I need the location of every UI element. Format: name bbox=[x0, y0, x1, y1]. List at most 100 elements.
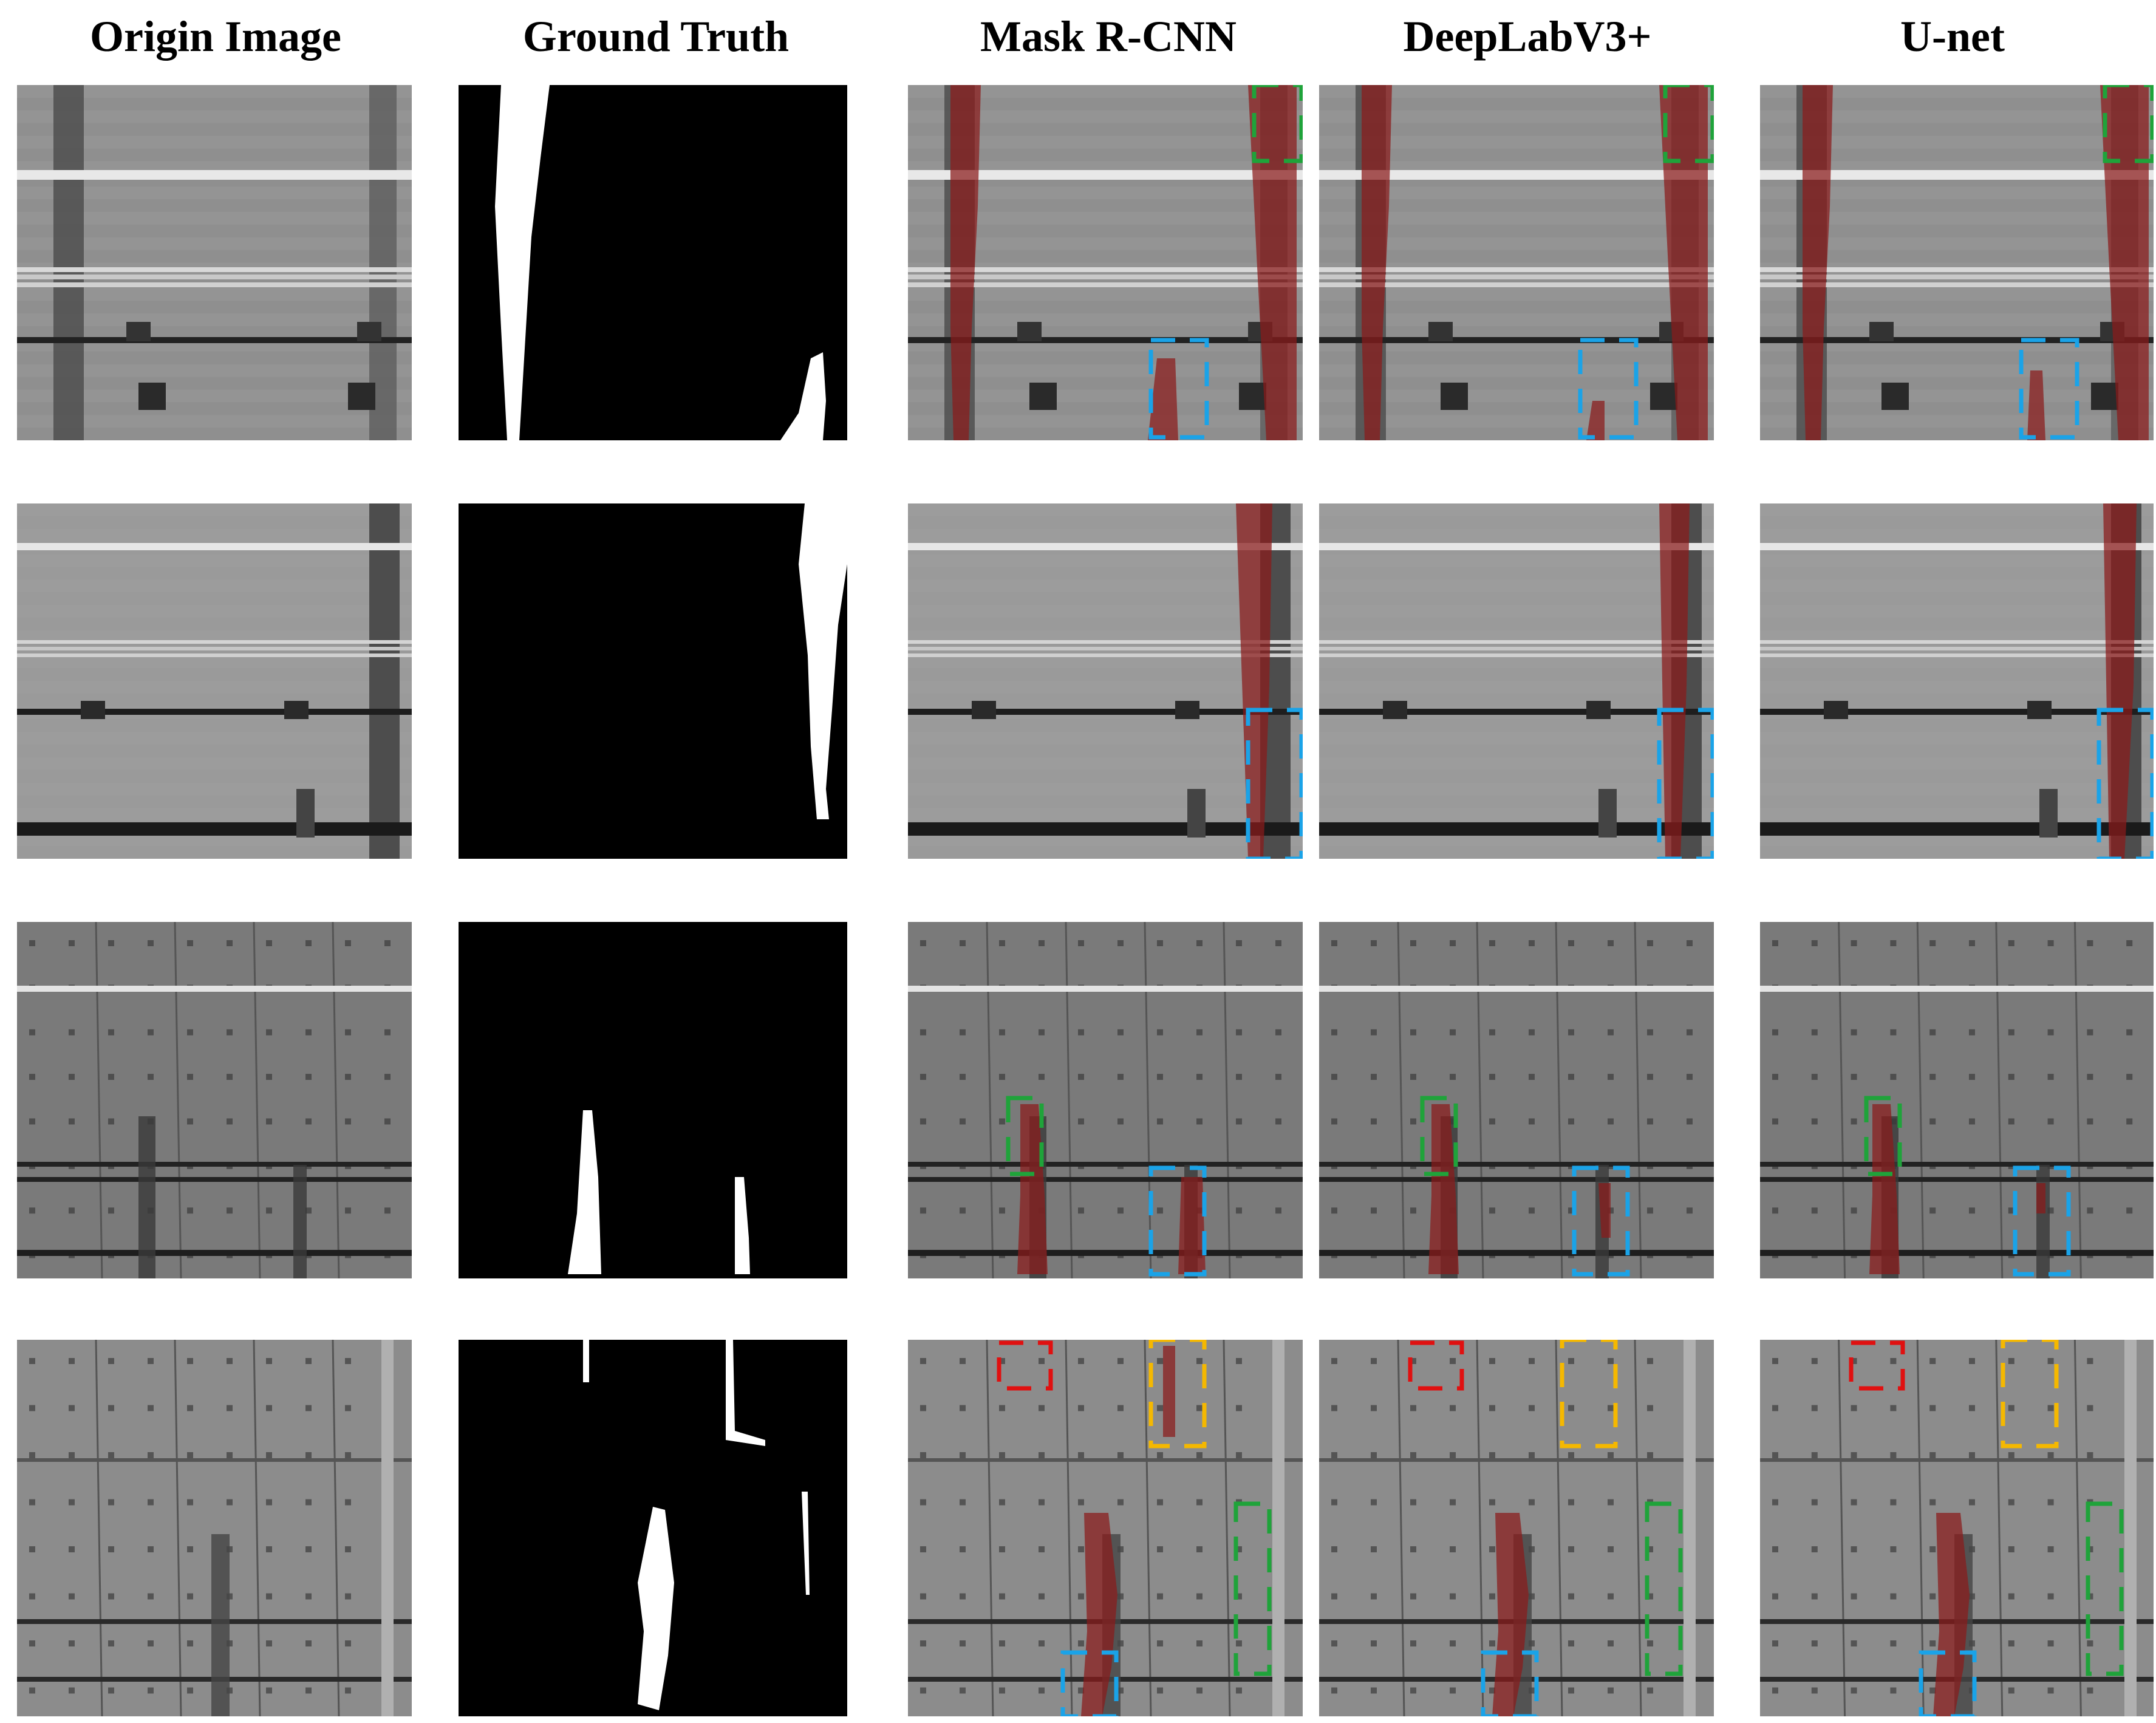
bolt bbox=[1929, 1074, 1936, 1080]
bolt bbox=[1929, 1640, 1936, 1646]
bolt bbox=[1772, 1118, 1778, 1125]
bolt bbox=[29, 1640, 35, 1646]
bolt bbox=[1275, 940, 1281, 946]
bolt bbox=[1331, 1687, 1337, 1694]
bolt bbox=[29, 1358, 35, 1364]
bolt bbox=[960, 1546, 966, 1552]
row4-deeplab-canvas bbox=[1319, 1340, 1714, 1716]
bolt bbox=[1529, 1358, 1535, 1364]
panel-wall bbox=[1319, 922, 1714, 1278]
bolt bbox=[266, 1687, 272, 1694]
bolt bbox=[1890, 1358, 1897, 1364]
bolt bbox=[1647, 1029, 1653, 1036]
bolt bbox=[69, 1546, 75, 1552]
bolt bbox=[1371, 1358, 1377, 1364]
bolt bbox=[1410, 1207, 1416, 1214]
bolt bbox=[1331, 1593, 1337, 1600]
green-highlight-box bbox=[1663, 85, 1714, 163]
predicted-mask bbox=[1492, 1513, 1529, 1716]
bolt bbox=[1851, 1074, 1857, 1080]
panel-seam bbox=[986, 922, 994, 1278]
bolt bbox=[1371, 1640, 1377, 1646]
panel-seam bbox=[1995, 922, 2004, 1278]
bolt bbox=[1489, 1687, 1495, 1694]
bolt bbox=[1568, 1452, 1574, 1458]
bolt bbox=[2008, 1640, 2014, 1646]
bolt bbox=[1851, 1358, 1857, 1364]
bolt bbox=[1489, 1029, 1495, 1036]
cable bbox=[1319, 709, 1714, 715]
bolt bbox=[1568, 1207, 1574, 1214]
bolt bbox=[69, 1074, 75, 1080]
bolt bbox=[187, 1546, 193, 1552]
bolt bbox=[1450, 940, 1456, 946]
bolt bbox=[187, 1074, 193, 1080]
pipe bbox=[17, 267, 412, 272]
bolt bbox=[2087, 1405, 2093, 1411]
bolt bbox=[960, 940, 966, 946]
green-highlight-box bbox=[2103, 85, 2154, 163]
bolt bbox=[1331, 1499, 1337, 1506]
bolt bbox=[1568, 1546, 1574, 1552]
green-highlight-box bbox=[1006, 1096, 1044, 1176]
row3-origin-image bbox=[17, 922, 412, 1278]
bolt bbox=[2087, 1687, 2093, 1694]
bolt bbox=[1647, 1452, 1653, 1458]
bolt bbox=[1157, 940, 1163, 946]
bolt bbox=[1196, 1499, 1203, 1506]
bolt bbox=[1196, 1358, 1203, 1364]
bolt bbox=[345, 1074, 351, 1080]
bolt bbox=[2008, 1029, 2014, 1036]
row3-unet-image bbox=[1760, 922, 2154, 1278]
gt-crack-region bbox=[802, 1492, 810, 1595]
bolt bbox=[1236, 1207, 1242, 1214]
bolt bbox=[1647, 1546, 1653, 1552]
predicted-mask bbox=[1236, 503, 1272, 859]
row3-gt-image bbox=[459, 922, 847, 1278]
bolt bbox=[1529, 1118, 1535, 1125]
panel-seam bbox=[1144, 922, 1152, 1278]
bolt bbox=[1687, 1074, 1693, 1080]
dark-streak bbox=[53, 85, 84, 440]
bracket bbox=[972, 701, 996, 719]
gt-crack-region bbox=[638, 1507, 674, 1710]
bolt bbox=[999, 1546, 1005, 1552]
bolt bbox=[227, 1452, 233, 1458]
bolt bbox=[305, 1687, 312, 1694]
bolt bbox=[1608, 1640, 1614, 1646]
bolt bbox=[960, 1499, 966, 1506]
bolt bbox=[1969, 1029, 1975, 1036]
pipe bbox=[1760, 275, 2154, 279]
bolt bbox=[1157, 1358, 1163, 1364]
bolt bbox=[1489, 1640, 1495, 1646]
bolt bbox=[1450, 1546, 1456, 1552]
row3-origin-canvas bbox=[17, 922, 412, 1278]
predicted-mask bbox=[2100, 85, 2149, 440]
bolt bbox=[305, 1118, 312, 1125]
bolt bbox=[227, 1499, 233, 1506]
bolt bbox=[1890, 1405, 1897, 1411]
panel-seam bbox=[1223, 1340, 1231, 1716]
bolt bbox=[1969, 1405, 1975, 1411]
bolt bbox=[1647, 1074, 1653, 1080]
bolt bbox=[187, 1640, 193, 1646]
panel-seam bbox=[1838, 922, 1846, 1278]
bolt bbox=[1157, 1207, 1163, 1214]
bolt bbox=[999, 1029, 1005, 1036]
pipe bbox=[908, 640, 1303, 644]
panel-seam bbox=[1223, 922, 1231, 1278]
blue-highlight-box bbox=[1246, 708, 1303, 859]
bolt bbox=[305, 1029, 312, 1036]
bolt bbox=[1608, 1029, 1614, 1036]
pipe bbox=[1760, 282, 2154, 287]
bolt bbox=[1851, 1499, 1857, 1506]
bolt bbox=[29, 1452, 35, 1458]
bolt bbox=[2008, 1405, 2014, 1411]
bolt bbox=[960, 1640, 966, 1646]
bolt bbox=[1117, 1358, 1124, 1364]
bolt bbox=[187, 1118, 193, 1125]
bolt bbox=[1851, 1207, 1857, 1214]
bolt bbox=[1851, 1687, 1857, 1694]
bolt bbox=[1078, 1358, 1084, 1364]
bolt bbox=[1450, 1593, 1456, 1600]
